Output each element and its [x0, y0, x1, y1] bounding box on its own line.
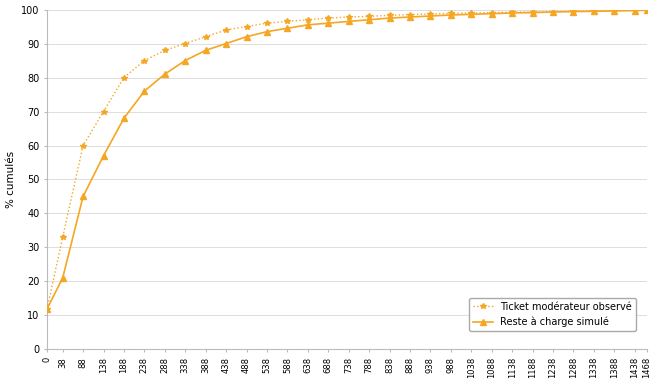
Ticket modérateur observé: [610, 8, 618, 13]
Line: Reste à charge simulé: Reste à charge simulé: [44, 7, 650, 311]
Ticket modérateur observé: [202, 35, 210, 39]
Reste à charge simulé: [263, 29, 271, 34]
Reste à charge simulé: [181, 58, 189, 63]
Reste à charge simulé: [549, 10, 557, 14]
Reste à charge simulé: [120, 116, 128, 121]
Reste à charge simulé: [161, 72, 169, 76]
Ticket modérateur observé: [283, 19, 291, 24]
Reste à charge simulé: [345, 19, 353, 24]
Reste à charge simulé: [304, 23, 312, 27]
Reste à charge simulé: [283, 26, 291, 31]
Ticket modérateur observé: [263, 21, 271, 25]
Ticket modérateur observé: [304, 17, 312, 22]
Reste à charge simulé: [386, 16, 394, 20]
Reste à charge simulé: [508, 11, 516, 15]
Reste à charge simulé: [141, 89, 148, 93]
Reste à charge simulé: [222, 41, 230, 46]
Ticket modérateur observé: [487, 10, 495, 15]
Reste à charge simulé: [58, 276, 66, 280]
Ticket modérateur observé: [426, 12, 434, 16]
Reste à charge simulé: [487, 12, 495, 16]
Ticket modérateur observé: [406, 12, 414, 17]
Reste à charge simulé: [447, 13, 455, 17]
Reste à charge simulé: [590, 9, 598, 13]
Reste à charge simulé: [100, 153, 108, 158]
Ticket modérateur observé: [447, 11, 455, 16]
Legend: Ticket modérateur observé, Reste à charge simulé: Ticket modérateur observé, Reste à charg…: [469, 298, 636, 331]
Ticket modérateur observé: [161, 48, 169, 53]
Ticket modérateur observé: [141, 58, 148, 63]
Reste à charge simulé: [406, 15, 414, 19]
Ticket modérateur observé: [631, 8, 639, 13]
Y-axis label: % cumulés: % cumulés: [5, 151, 16, 208]
Ticket modérateur observé: [508, 10, 516, 15]
Ticket modérateur observé: [120, 75, 128, 80]
Ticket modérateur observé: [365, 14, 373, 19]
Ticket modérateur observé: [181, 41, 189, 46]
Ticket modérateur observé: [242, 24, 250, 29]
Reste à charge simulé: [325, 21, 332, 25]
Ticket modérateur observé: [529, 10, 537, 14]
Reste à charge simulé: [570, 9, 578, 14]
Reste à charge simulé: [79, 194, 87, 199]
Ticket modérateur observé: [467, 11, 475, 15]
Reste à charge simulé: [43, 306, 51, 311]
Reste à charge simulé: [365, 17, 373, 22]
Ticket modérateur observé: [100, 109, 108, 114]
Line: Ticket modérateur observé: Ticket modérateur observé: [44, 7, 650, 311]
Reste à charge simulé: [529, 10, 537, 15]
Ticket modérateur observé: [58, 235, 66, 240]
Reste à charge simulé: [426, 14, 434, 18]
Ticket modérateur observé: [386, 13, 394, 18]
Ticket modérateur observé: [345, 15, 353, 19]
Reste à charge simulé: [202, 48, 210, 53]
Ticket modérateur observé: [590, 8, 598, 13]
Reste à charge simulé: [643, 8, 651, 13]
Reste à charge simulé: [242, 35, 250, 39]
Ticket modérateur observé: [79, 143, 87, 148]
Reste à charge simulé: [467, 12, 475, 17]
Ticket modérateur observé: [549, 9, 557, 14]
Reste à charge simulé: [631, 8, 639, 13]
Ticket modérateur observé: [570, 9, 578, 13]
Reste à charge simulé: [610, 8, 618, 13]
Ticket modérateur observé: [643, 8, 651, 12]
Ticket modérateur observé: [222, 28, 230, 32]
Ticket modérateur observé: [325, 16, 332, 20]
Ticket modérateur observé: [43, 306, 51, 311]
